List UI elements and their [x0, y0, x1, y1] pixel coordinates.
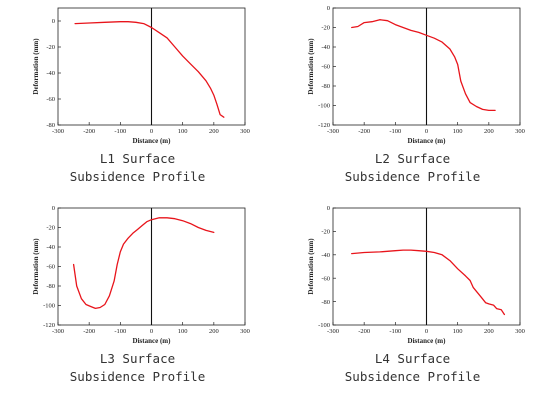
y-tick-label: -60 [46, 96, 55, 103]
y-tick-label: -40 [46, 244, 55, 251]
x-tick-label: -300 [327, 128, 339, 135]
x-tick-label: 300 [240, 128, 250, 135]
chart-panel-l4: -300 -200 -100 0 100 200 300 0 -20 -40 -60 -80 -100 D… [275, 200, 550, 400]
series-line [351, 249, 506, 316]
y-tick-label: -60 [321, 64, 330, 71]
caption-l4-line1: L4 Surface [374, 351, 451, 366]
y-axis-label: Deformation (mm) [307, 238, 315, 295]
x-tick-label: -200 [358, 128, 370, 135]
x-tick-label: -300 [327, 328, 339, 335]
chart-l4: -300 -200 -100 0 100 200 300 0 -20 -40 -60 -80 -100 D… [307, 205, 525, 345]
caption-l3-line1: L3 Surface [99, 351, 176, 366]
y-tick-label: -80 [46, 283, 55, 290]
y-tick-label: -80 [46, 122, 55, 129]
x-tick-label: -200 [358, 328, 370, 335]
y-tick-label: -40 [321, 44, 330, 51]
x-tick-label: -200 [83, 128, 95, 135]
caption-l4-line2: Subsidence Profile [344, 369, 481, 384]
caption-l1-line2: Subsidence Profile [69, 169, 206, 184]
x-tick-label: 200 [484, 128, 494, 135]
chart-l2: -300 -200 -100 0 100 200 300 0 -20 -40 -60 -80 -100 -… [307, 5, 525, 145]
y-tick-label: -80 [321, 83, 330, 90]
x-tick-label: 0 [425, 328, 428, 335]
y-tick-label: -20 [321, 25, 330, 32]
y-tick-label: -120 [43, 322, 55, 329]
y-tick-label: -20 [321, 229, 330, 236]
y-axis-label: Deformation (mm) [307, 38, 315, 95]
x-axis-label: Distance (m) [133, 337, 172, 345]
caption-l2-line2: Subsidence Profile [344, 169, 481, 184]
y-tick-label: -20 [46, 44, 55, 51]
chart-l3: -300 -200 -100 0 100 200 300 0 -20 -40 -60 -80 -100 -… [32, 205, 250, 345]
y-tick-label: -80 [321, 299, 330, 306]
y-axis-label: Deformation (mm) [32, 238, 40, 295]
x-tick-label: 0 [150, 128, 153, 135]
y-tick-label: -40 [46, 70, 55, 77]
chart-panel-l2: -300 -200 -100 0 100 200 300 0 -20 -40 -60 -80 -100 -… [275, 0, 550, 200]
y-tick-label: -100 [43, 303, 55, 310]
caption-l2-line1: L2 Surface [374, 151, 451, 166]
x-tick-label: 0 [150, 328, 153, 335]
y-tick-label: 0 [52, 18, 55, 25]
y-tick-label: -120 [318, 122, 330, 129]
x-tick-label: -100 [389, 128, 401, 135]
x-tick-label: 200 [209, 128, 219, 135]
x-tick-label: 0 [425, 128, 428, 135]
y-tick-label: 0 [327, 205, 330, 212]
y-tick-label: 0 [327, 5, 330, 12]
caption-l1-line1: L1 Surface [99, 151, 176, 166]
x-axis-label: Distance (m) [408, 137, 447, 145]
x-tick-label: 200 [209, 328, 219, 335]
y-tick-label: -60 [46, 264, 55, 271]
x-tick-label: 100 [453, 128, 463, 135]
x-tick-label: -100 [114, 128, 126, 135]
y-tick-label: -100 [318, 322, 330, 329]
y-tick-label: -100 [318, 103, 330, 110]
x-tick-label: 100 [178, 328, 188, 335]
x-tick-label: -100 [114, 328, 126, 335]
x-axis-label: Distance (m) [133, 137, 172, 145]
x-tick-label: -200 [83, 328, 95, 335]
series-line [72, 217, 215, 310]
x-tick-label: 100 [453, 328, 463, 335]
x-tick-label: 300 [240, 328, 250, 335]
x-tick-label: 300 [515, 328, 525, 335]
chart-panel-l3: -300 -200 -100 0 100 200 300 0 -20 -40 -60 -80 -100 -… [0, 200, 275, 400]
series-line [351, 19, 496, 112]
x-tick-label: 300 [515, 128, 525, 135]
y-axis-label: Deformation (mm) [32, 38, 40, 95]
y-tick-label: -40 [321, 252, 330, 259]
x-tick-label: 200 [484, 328, 494, 335]
y-tick-label: -20 [46, 225, 55, 232]
y-tick-label: -60 [321, 275, 330, 282]
caption-l3-line2: Subsidence Profile [69, 369, 206, 384]
x-tick-label: 100 [178, 128, 188, 135]
x-tick-label: -300 [52, 328, 64, 335]
y-tick-label: 0 [52, 205, 55, 212]
chart-panel-l1: -300 -200 -100 0 100 200 300 0 -20 -40 -60 -80 Dista… [0, 0, 275, 200]
x-tick-label: -300 [52, 128, 64, 135]
x-tick-label: -100 [389, 328, 401, 335]
x-axis-label: Distance (m) [408, 337, 447, 345]
series-line [74, 21, 225, 118]
chart-l1: -300 -200 -100 0 100 200 300 0 -20 -40 -60 -80 Dista… [32, 7, 250, 145]
